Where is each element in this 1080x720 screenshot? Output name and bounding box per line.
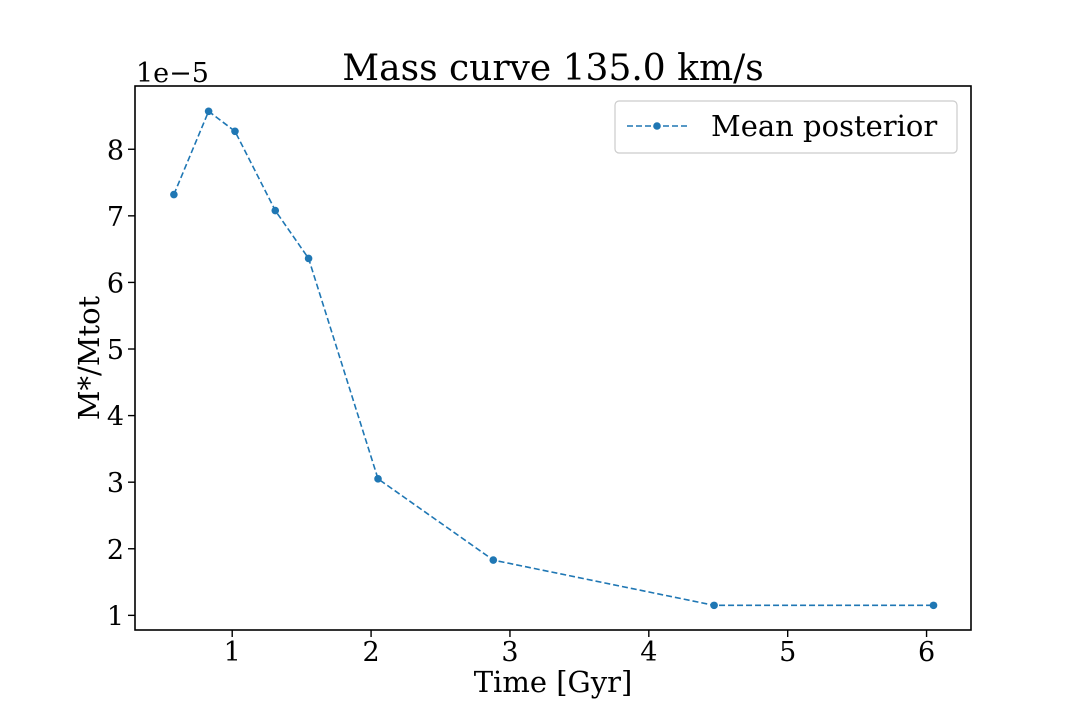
y-tick-label: 8 [107, 135, 124, 166]
data-point [374, 475, 382, 483]
plot-frame [134, 85, 972, 631]
x-axis-label: Time [Gyr] [474, 665, 633, 699]
x-tick-label: 4 [640, 637, 657, 668]
series-line [173, 110, 934, 607]
y-tick-label: 6 [107, 268, 124, 299]
y-tick-label: 2 [107, 535, 124, 566]
data-point [231, 127, 239, 136]
x-tick-label: 5 [779, 637, 796, 668]
data-point [710, 601, 718, 610]
axis-ticks: 1 2 3 4 5 6 1 2 3 4 5 6 7 8 [107, 135, 935, 668]
data-point [304, 254, 313, 263]
y-axis-offset-label: 1e−5 [136, 58, 209, 89]
legend-box [614, 100, 958, 154]
chart-title: Mass curve 135.0 km/s [342, 48, 763, 89]
x-tick-label: 3 [501, 637, 518, 668]
data-point [929, 601, 938, 610]
data-point [271, 206, 280, 215]
y-tick-label: 7 [107, 202, 124, 233]
y-tick-label: 4 [107, 402, 124, 433]
y-tick-label: 1 [107, 601, 124, 632]
data-point [489, 556, 498, 564]
y-tick-label: 5 [107, 335, 124, 366]
x-tick-label: 2 [362, 637, 379, 668]
x-tick-label: 6 [918, 637, 935, 668]
legend: Mean posterior [614, 100, 958, 154]
legend-label: Mean posterior [711, 109, 937, 143]
x-tick-label: 1 [224, 637, 241, 668]
y-tick-label: 3 [107, 468, 124, 499]
data-point [204, 107, 213, 116]
data-point [170, 190, 178, 199]
y-axis-label: M*/Mtot [72, 295, 106, 420]
legend-marker-sample [653, 122, 661, 130]
series-layer [170, 107, 938, 610]
